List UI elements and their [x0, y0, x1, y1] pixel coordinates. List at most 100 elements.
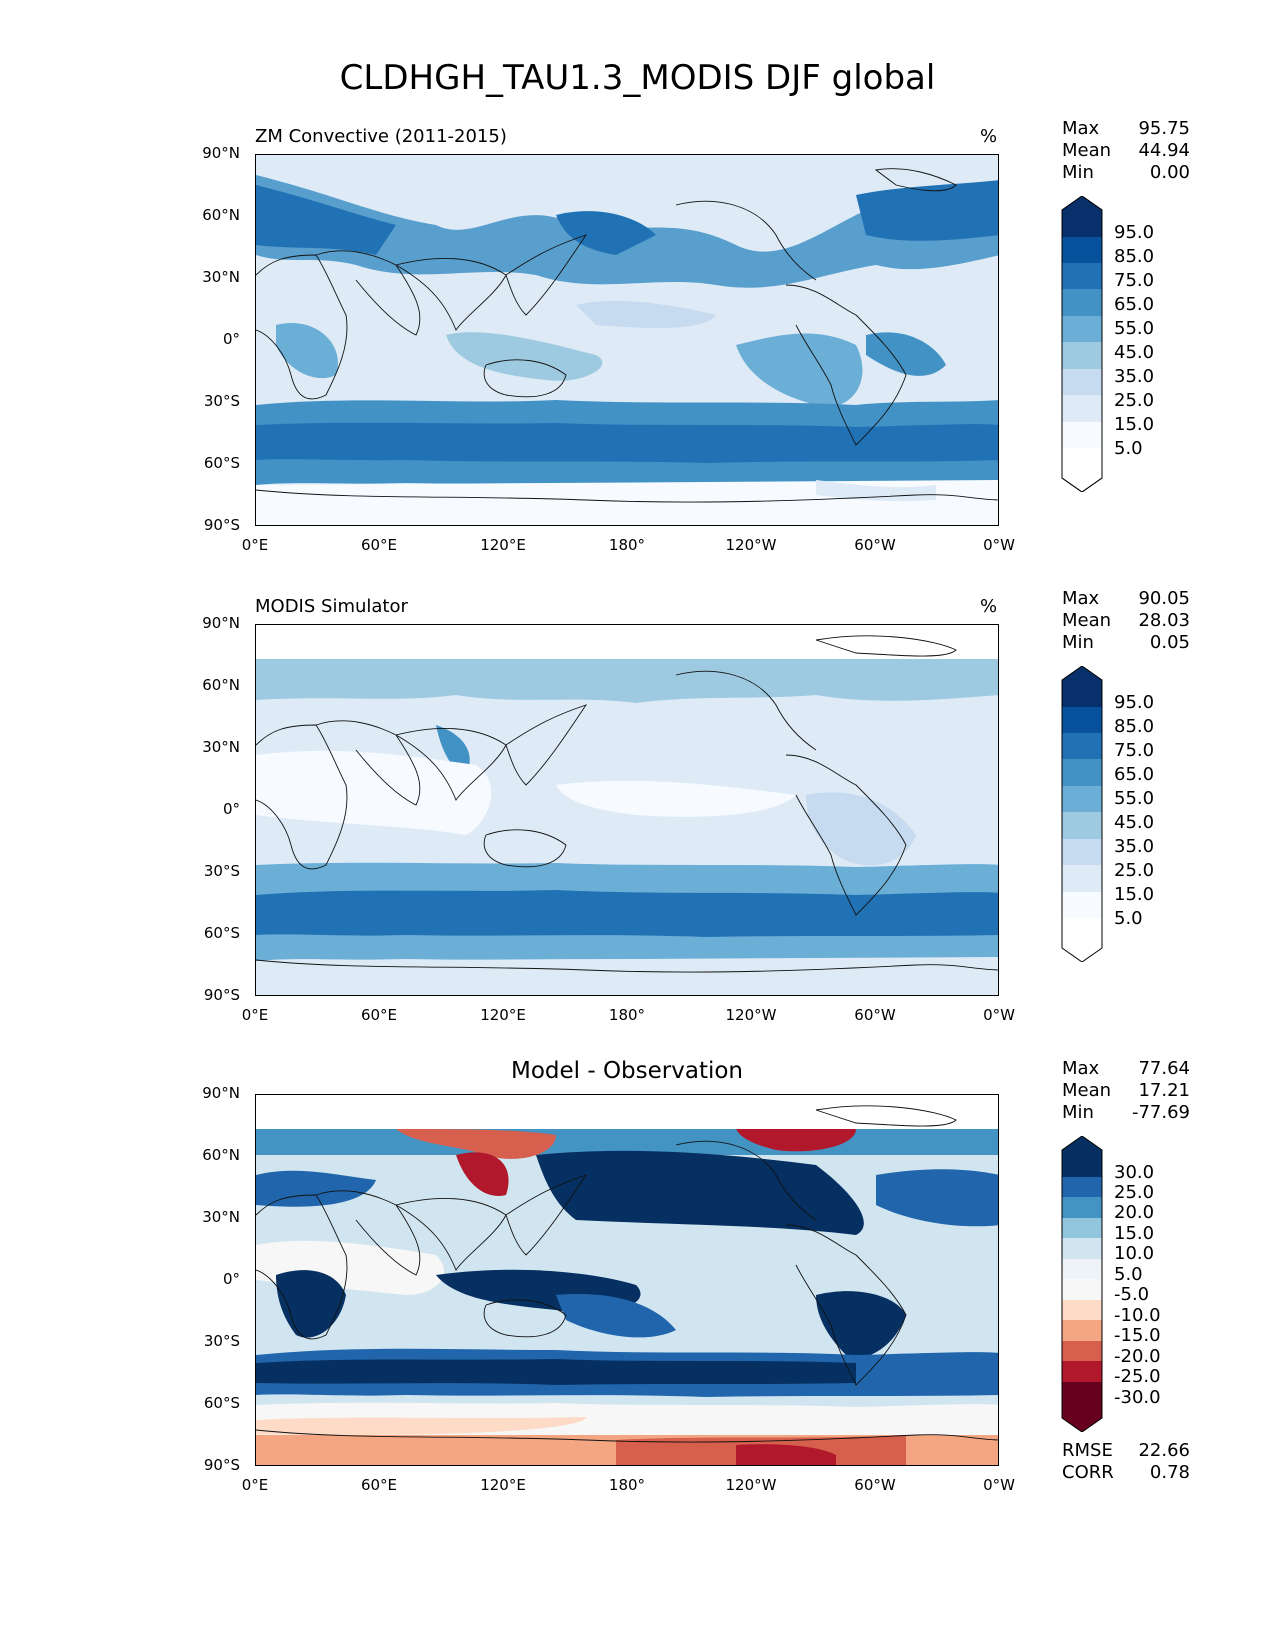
lat-tick-label: 60°S [203, 454, 240, 472]
lat-tick-label: 30°N [202, 738, 240, 756]
colorbar-label: 15.0 [1114, 1223, 1155, 1244]
colorbar-label: 95.0 [1114, 692, 1155, 713]
panel-observation: MODIS Simulator % [0, 470, 1275, 1024]
lon-tick-label: 120°E [480, 1006, 526, 1024]
colorbar-label: 10.0 [1114, 1243, 1155, 1264]
stat-key: Mean [1062, 1080, 1112, 1101]
lon-tick-label: 120°W [725, 1476, 777, 1494]
colorbar-label: 5.0 [1114, 1264, 1143, 1285]
lon-tick-label: 180° [608, 1006, 646, 1024]
panel-title: Model - Observation [510, 1058, 744, 1084]
lat-tick-label: 60°N [202, 1146, 240, 1164]
colorbar-label: 25.0 [1114, 1182, 1155, 1203]
stat-key: Max [1062, 1058, 1100, 1079]
lat-tick-label: 90°S [203, 986, 240, 1004]
map-plot [255, 624, 999, 996]
colorbar-label: 35.0 [1114, 366, 1155, 387]
stats-box: Max 77.64 Mean 17.21 Min -77.69 [1062, 1058, 1190, 1124]
colorbar-label: 5.0 [1114, 438, 1143, 459]
stats-box: Max 90.05 Mean 28.03 Min 0.05 [1062, 588, 1190, 654]
lat-tick-label: 60°N [202, 676, 240, 694]
colorbar [1060, 665, 1104, 966]
colorbar-label: 65.0 [1114, 294, 1155, 315]
lat-tick-label: 30°S [203, 1332, 240, 1350]
panel-title: ZM Convective (2011-2015) [255, 126, 507, 147]
stat-key: CORR [1062, 1462, 1114, 1483]
colorbar-label: 75.0 [1114, 270, 1155, 291]
lat-tick-label: 90°N [202, 614, 240, 632]
colorbar-label: -15.0 [1114, 1325, 1161, 1346]
lon-tick-label: 60°W [854, 1476, 896, 1494]
stat-value: 44.94 [1138, 140, 1190, 161]
figure-title: CLDHGH_TAU1.3_MODIS DJF global [339, 58, 936, 98]
stat-value: 0.78 [1149, 1462, 1190, 1483]
stat-key: Min [1062, 632, 1094, 653]
stat-key: RMSE [1062, 1440, 1113, 1461]
stat-key: Max [1062, 118, 1100, 139]
lat-tick-label: 60°S [203, 1394, 240, 1412]
colorbar-label: -5.0 [1114, 1284, 1150, 1305]
lon-tick-label: 120°E [480, 1476, 526, 1494]
lat-tick-label: 0° [222, 330, 240, 348]
map-plot [255, 154, 999, 526]
colorbar-label: 25.0 [1114, 860, 1155, 881]
lon-tick-label: 0°W [983, 1476, 1015, 1494]
lon-tick-label: 120°W [725, 1006, 777, 1024]
error-stats-box: RMSE 22.66 CORR 0.78 [1062, 1440, 1190, 1484]
lon-tick-label: 180° [608, 1476, 646, 1494]
stats-box: Max 95.75 Mean 44.94 Min 0.00 [1062, 118, 1190, 184]
colorbar-label: 75.0 [1114, 740, 1155, 761]
lon-tick-label: 0°W [983, 1006, 1015, 1024]
colorbar-label: 85.0 [1114, 246, 1155, 267]
lat-tick-label: 30°S [203, 862, 240, 880]
colorbar-label: 55.0 [1114, 788, 1155, 809]
colorbar-label: 95.0 [1114, 222, 1155, 243]
lon-tick-label: 0°W [983, 536, 1015, 554]
lon-tick-label: 0°E [241, 1476, 269, 1494]
stat-value: 95.75 [1138, 118, 1190, 139]
lon-tick-label: 60°E [360, 536, 398, 554]
lat-tick-label: 30°S [203, 392, 240, 410]
panel-difference: Model - Observation [0, 940, 1275, 1494]
stat-value: 22.66 [1138, 1440, 1190, 1461]
lon-tick-label: 60°E [360, 1006, 398, 1024]
lat-tick-label: 90°S [203, 1456, 240, 1474]
lat-tick-label: 90°S [203, 516, 240, 534]
stat-value: -77.69 [1131, 1102, 1190, 1123]
map-plot [255, 1094, 999, 1466]
colorbar-label: 85.0 [1114, 716, 1155, 737]
colorbar-label: 20.0 [1114, 1202, 1155, 1223]
units-label: % [980, 126, 998, 147]
lat-tick-label: 60°S [203, 924, 240, 942]
panel-model: ZM Convective (2011-2015) % [0, 0, 1275, 554]
panel-title: MODIS Simulator [255, 596, 408, 617]
colorbar-label: 30.0 [1114, 1162, 1155, 1183]
lat-tick-label: 90°N [202, 1084, 240, 1102]
stat-value: 28.03 [1138, 610, 1190, 631]
lat-tick-label: 30°N [202, 1208, 240, 1226]
colorbar-label: -30.0 [1114, 1387, 1161, 1408]
units-label: % [980, 596, 998, 617]
stat-value: 0.05 [1149, 632, 1190, 653]
lon-tick-label: 60°W [854, 1006, 896, 1024]
lat-tick-label: 60°N [202, 206, 240, 224]
stat-key: Max [1062, 588, 1100, 609]
colorbar [1060, 1135, 1104, 1436]
colorbar-label: 45.0 [1114, 812, 1155, 833]
lon-tick-label: 60°W [854, 536, 896, 554]
lat-tick-label: 0° [222, 800, 240, 818]
colorbar-label: -20.0 [1114, 1346, 1161, 1367]
colorbar-label: 55.0 [1114, 318, 1155, 339]
lat-tick-label: 90°N [202, 144, 240, 162]
lon-tick-label: 120°W [725, 536, 777, 554]
lon-tick-label: 120°E [480, 536, 526, 554]
stat-value: 90.05 [1138, 588, 1190, 609]
stat-value: 77.64 [1138, 1058, 1190, 1079]
lon-tick-label: 0°E [241, 536, 269, 554]
lat-tick-label: 30°N [202, 268, 240, 286]
colorbar-label: -25.0 [1114, 1366, 1161, 1387]
colorbar-label: 35.0 [1114, 836, 1155, 857]
lon-tick-label: 180° [608, 536, 646, 554]
stat-value: 0.00 [1149, 162, 1190, 183]
lon-tick-label: 60°E [360, 1476, 398, 1494]
